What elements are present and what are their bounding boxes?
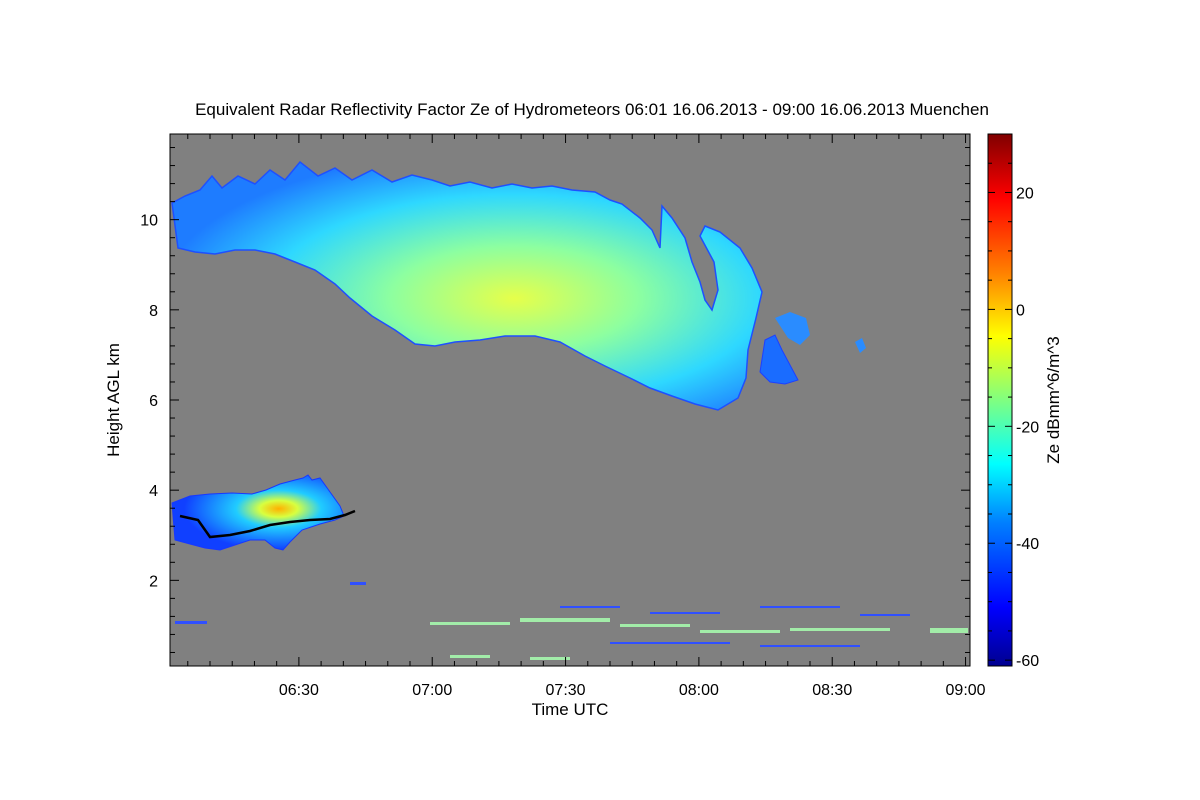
colorbar-label: Ze dBmm^6/m^3 (1044, 336, 1063, 463)
x-tick-label: 06:30 (279, 682, 319, 699)
colorbar-tick-label: 0 (1016, 302, 1025, 319)
colorbar-tick-label: 20 (1016, 185, 1034, 202)
upper-cloud-fragment (759, 334, 799, 385)
y-tick-label: 10 (140, 213, 158, 230)
upper-cloud-fragment-tiny (855, 338, 866, 353)
colorbar (987, 133, 1013, 667)
x-tick-label: 07:30 (546, 682, 586, 699)
y-tick-label: 6 (149, 393, 158, 410)
x-tick-label: 08:00 (679, 682, 719, 699)
upper-cloud-layer (171, 160, 763, 411)
y-axis-label: Height AGL km (104, 343, 123, 457)
y-tick-label: 8 (149, 303, 158, 320)
colorbar-tick-label: -60 (1016, 653, 1039, 670)
colorbar-tick-label: -40 (1016, 536, 1039, 553)
boundary-layer-echoes (430, 618, 968, 660)
x-tick-label: 07:00 (412, 682, 452, 699)
boundary-layer-noise (175, 582, 910, 647)
x-axis-label: Time UTC (532, 700, 609, 719)
y-axis: 2 4 6 8 10 (140, 147, 970, 653)
y-tick-label: 4 (149, 483, 158, 500)
y-tick-label: 2 (149, 573, 158, 590)
x-tick-label: 08:30 (812, 682, 852, 699)
chart-title: Equivalent Radar Reflectivity Factor Ze … (195, 100, 989, 119)
x-axis: 06:30 07:00 07:30 08:00 08:30 09:00 (187, 134, 986, 699)
x-tick-label: 09:00 (946, 682, 986, 699)
colorbar-tick-label: -20 (1016, 419, 1039, 436)
colorbar-axis: 20 0 -20 -40 -60 (988, 133, 1039, 670)
radar-echoes (171, 160, 968, 660)
upper-cloud-fragment-small (775, 312, 810, 345)
cloud-base-line (179, 509, 356, 539)
